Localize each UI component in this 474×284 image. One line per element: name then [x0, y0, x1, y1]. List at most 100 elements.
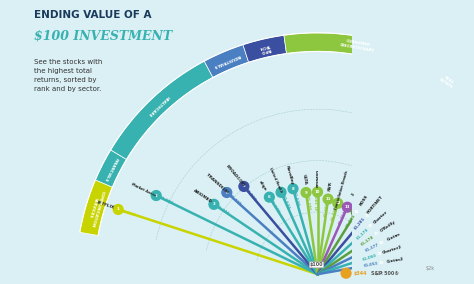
Text: 6: 6: [268, 195, 271, 199]
Text: 1: 1: [117, 207, 119, 212]
Text: INFO
TECH: INFO TECH: [259, 43, 272, 53]
Text: ABIOMED: ABIOMED: [192, 189, 213, 204]
Text: $1,053: $1,053: [363, 262, 379, 268]
Text: ROSS: ROSS: [359, 194, 369, 207]
Text: NovaBay: NovaBay: [284, 165, 294, 186]
Text: 12: 12: [335, 201, 341, 205]
Text: $1k: $1k: [375, 271, 384, 276]
Text: 20: 20: [379, 261, 384, 265]
Wedge shape: [204, 45, 249, 78]
Text: 14: 14: [354, 210, 359, 214]
Text: $1,534: $1,534: [281, 195, 290, 210]
Text: 15: 15: [364, 214, 369, 218]
Circle shape: [372, 229, 382, 239]
Text: $1,395: $1,395: [304, 195, 310, 211]
Circle shape: [365, 222, 375, 231]
Text: REAL
ESTATE: REAL ESTATE: [438, 74, 456, 90]
Text: 11: 11: [325, 197, 331, 201]
Text: $3,282: $3,282: [158, 195, 173, 205]
Text: 16: 16: [368, 224, 374, 228]
Text: NETFLIX: NETFLIX: [95, 200, 115, 210]
Text: $344: $344: [354, 271, 367, 276]
Circle shape: [276, 187, 286, 197]
Text: $3,867: $3,867: [120, 208, 137, 217]
Text: 5: 5: [243, 184, 245, 189]
Text: ENDING VALUE OF A: ENDING VALUE OF A: [34, 10, 151, 20]
Circle shape: [351, 207, 361, 217]
Text: INDUSTRIALS: INDUSTRIALS: [212, 53, 241, 68]
Text: $1,217: $1,217: [338, 209, 348, 225]
Text: $1,224: $1,224: [331, 206, 339, 222]
Text: $1,558: $1,558: [269, 199, 281, 214]
Text: Market Axess: Market Axess: [131, 182, 157, 197]
Wedge shape: [95, 150, 127, 187]
Text: O'Reilly: O'Reilly: [380, 220, 397, 233]
Circle shape: [342, 202, 352, 212]
Circle shape: [333, 199, 343, 208]
Text: $2,019: $2,019: [245, 188, 257, 202]
Text: $1,266: $1,266: [324, 202, 329, 218]
Text: 2: 2: [350, 193, 356, 197]
Circle shape: [239, 181, 249, 191]
Circle shape: [113, 204, 123, 214]
Circle shape: [151, 191, 161, 201]
Text: Constellation Brands: Constellation Brands: [334, 170, 349, 210]
Text: amazon: amazon: [316, 169, 319, 187]
Circle shape: [264, 192, 274, 202]
Circle shape: [377, 238, 386, 248]
Text: $100: $100: [310, 262, 323, 267]
Text: 2: 2: [155, 193, 157, 197]
Text: $1,214: $1,214: [345, 214, 356, 229]
Wedge shape: [243, 35, 286, 62]
Text: Charter: Charter: [373, 210, 389, 225]
Text: 18: 18: [379, 241, 384, 245]
Text: CONSUMER
DISCRETIONARY: CONSUMER DISCRETIONARY: [340, 38, 376, 53]
Text: 9: 9: [305, 191, 308, 195]
Text: FINANCIALS: FINANCIALS: [103, 156, 118, 181]
Wedge shape: [461, 89, 474, 191]
Circle shape: [341, 268, 351, 278]
Text: See the stocks with
the highest total
returns, sorted by
rank and by sector.: See the stocks with the highest total re…: [34, 59, 102, 92]
Text: 4: 4: [226, 191, 228, 195]
Text: ULTA: ULTA: [301, 173, 307, 185]
Circle shape: [222, 188, 232, 197]
Circle shape: [374, 249, 384, 259]
Text: 8: 8: [292, 187, 294, 191]
Text: $1,520: $1,520: [292, 191, 300, 207]
Circle shape: [288, 184, 298, 194]
Text: COMMUNICATION
SERVICES: COMMUNICATION SERVICES: [85, 189, 105, 228]
Circle shape: [313, 187, 322, 197]
Circle shape: [323, 194, 333, 204]
Text: $1,179: $1,179: [356, 227, 370, 240]
Text: NVR: NVR: [328, 180, 333, 191]
Text: Cintas: Cintas: [386, 232, 401, 242]
Circle shape: [301, 188, 311, 197]
Text: 19: 19: [377, 252, 383, 256]
Text: $1,177: $1,177: [364, 243, 380, 253]
Wedge shape: [284, 33, 431, 78]
Text: align: align: [257, 179, 267, 191]
Text: S&P 500®: S&P 500®: [371, 271, 399, 276]
Text: Charter2: Charter2: [382, 245, 403, 255]
Text: $2,165: $2,165: [228, 193, 242, 206]
Text: $2,221: $2,221: [215, 204, 230, 216]
Wedge shape: [422, 61, 473, 104]
Circle shape: [376, 258, 386, 268]
Text: TRANSDIGM: TRANSDIGM: [205, 173, 228, 194]
Circle shape: [209, 199, 219, 209]
Text: $1,281: $1,281: [354, 217, 366, 231]
Text: 17: 17: [374, 232, 379, 236]
Text: 3: 3: [212, 202, 215, 206]
Text: BROADCOM: BROADCOM: [225, 164, 246, 188]
Wedge shape: [80, 180, 112, 235]
Text: $1,060: $1,060: [362, 253, 377, 262]
Text: Cintas2: Cintas2: [386, 257, 404, 264]
Text: HEALTHCARE: HEALTHCARE: [146, 95, 169, 117]
Text: 13: 13: [345, 205, 350, 209]
Wedge shape: [110, 61, 213, 159]
Text: $1,178: $1,178: [360, 234, 375, 246]
Text: $100 INVESTMENT: $100 INVESTMENT: [34, 29, 172, 42]
Text: 7: 7: [280, 190, 283, 194]
Text: FORTINET: FORTINET: [367, 195, 384, 215]
Text: 10: 10: [315, 190, 320, 194]
